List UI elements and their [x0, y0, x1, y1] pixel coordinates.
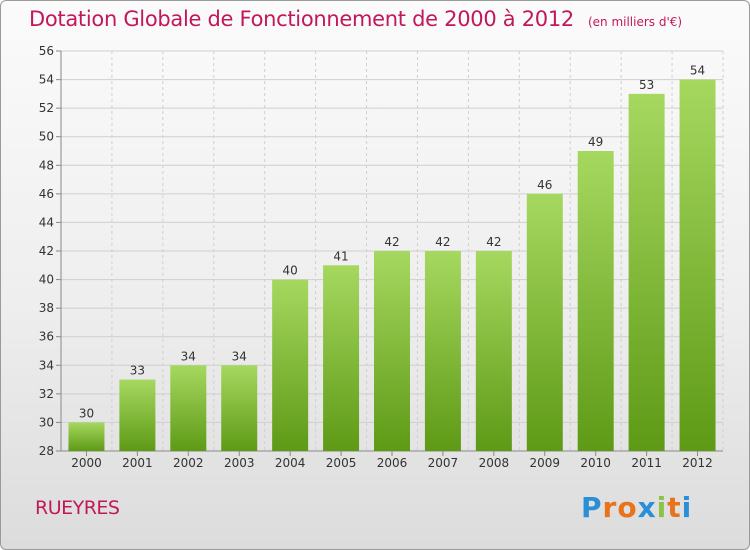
- bar-2003: [221, 365, 258, 451]
- logo-letter: P: [581, 491, 603, 524]
- proxiti-logo[interactable]: Proxiti: [581, 491, 692, 524]
- x-tick-label-2001: 2001: [122, 456, 153, 470]
- bar-2009: [526, 193, 563, 451]
- data-label-2003: 34: [232, 349, 247, 363]
- bar-2010: [577, 151, 614, 451]
- y-tick-label: 36: [39, 330, 54, 344]
- y-tick-label: 44: [39, 215, 54, 229]
- x-tick-label-2008: 2008: [479, 456, 510, 470]
- logo-letter: r: [602, 491, 618, 524]
- y-tick-label: 56: [39, 44, 54, 58]
- data-label-2002: 34: [181, 349, 196, 363]
- bar-2000: [68, 422, 105, 451]
- x-tick-label-2010: 2010: [580, 456, 611, 470]
- logo-letter: x: [637, 491, 657, 524]
- logo-letter: o: [617, 491, 638, 524]
- data-label-2008: 42: [486, 235, 501, 249]
- bar-2004: [272, 279, 309, 451]
- bars: [68, 79, 716, 452]
- data-label-2012: 54: [690, 64, 705, 78]
- data-label-2011: 53: [639, 78, 654, 92]
- x-tick-label-2011: 2011: [631, 456, 662, 470]
- bar-2012: [679, 79, 716, 452]
- x-tick-label-2000: 2000: [71, 456, 102, 470]
- x-tick-label-2012: 2012: [682, 456, 713, 470]
- logo-letter: i: [656, 491, 668, 524]
- place-name: RUEYRES: [35, 497, 120, 519]
- chart-unit: (en milliers d'€): [587, 15, 683, 29]
- logo-letter: t: [667, 491, 682, 524]
- data-label-2010: 49: [588, 135, 603, 149]
- y-tick-label: 38: [39, 301, 54, 315]
- data-label-2000: 30: [79, 406, 94, 420]
- y-tick-label: 32: [39, 387, 54, 401]
- y-tick-label: 54: [39, 73, 54, 87]
- bar-2008: [475, 251, 512, 451]
- y-tick-label: 40: [39, 273, 54, 287]
- bar-chart: 28 30 32 34 36 38 40 42 44 46 48 50 52 54 56 2000 2001 20…: [39, 44, 724, 470]
- bar-2011: [628, 93, 665, 451]
- bar-2002: [170, 365, 207, 451]
- data-label-2006: 42: [384, 235, 399, 249]
- x-tick-label-2007: 2007: [428, 456, 459, 470]
- x-tick-label-2002: 2002: [173, 456, 204, 470]
- title-row: Dotation Globale de Fonctionnement de 20…: [29, 7, 682, 31]
- logo-letter: i: [681, 491, 693, 524]
- y-tick-label: 34: [39, 358, 54, 372]
- x-tick-label-2004: 2004: [275, 456, 306, 470]
- bar-2007: [424, 251, 461, 451]
- y-tick-label: 50: [39, 130, 54, 144]
- x-tick-label-2009: 2009: [529, 456, 560, 470]
- x-tick-label-2006: 2006: [377, 456, 408, 470]
- y-tick-label: 46: [39, 187, 54, 201]
- x-tick-label-2005: 2005: [326, 456, 357, 470]
- data-label-2004: 40: [283, 264, 298, 278]
- x-tick-label-2003: 2003: [224, 456, 255, 470]
- bar-2005: [323, 265, 360, 451]
- chart-title: Dotation Globale de Fonctionnement de 20…: [29, 7, 574, 31]
- data-label-2007: 42: [435, 235, 450, 249]
- data-label-2005: 41: [333, 249, 348, 263]
- data-labels: 30 33 34 34 40 41 42 42 42 46 49 53 54: [79, 64, 705, 421]
- y-tick-label: 52: [39, 101, 54, 115]
- bar-2006: [374, 251, 410, 451]
- y-tick-label: 28: [39, 444, 54, 458]
- y-tick-label: 30: [39, 415, 54, 429]
- data-label-2001: 33: [130, 364, 145, 378]
- bar-2001: [119, 379, 156, 451]
- data-label-2009: 46: [537, 178, 552, 192]
- y-tick-label: 42: [39, 244, 54, 258]
- y-tick-label: 48: [39, 158, 54, 172]
